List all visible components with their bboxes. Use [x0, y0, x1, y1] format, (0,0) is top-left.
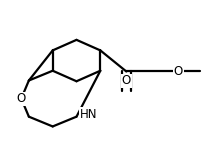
Text: O: O	[17, 92, 26, 105]
Text: HN: HN	[80, 108, 97, 121]
Text: O: O	[122, 74, 131, 87]
Text: O: O	[174, 65, 183, 78]
